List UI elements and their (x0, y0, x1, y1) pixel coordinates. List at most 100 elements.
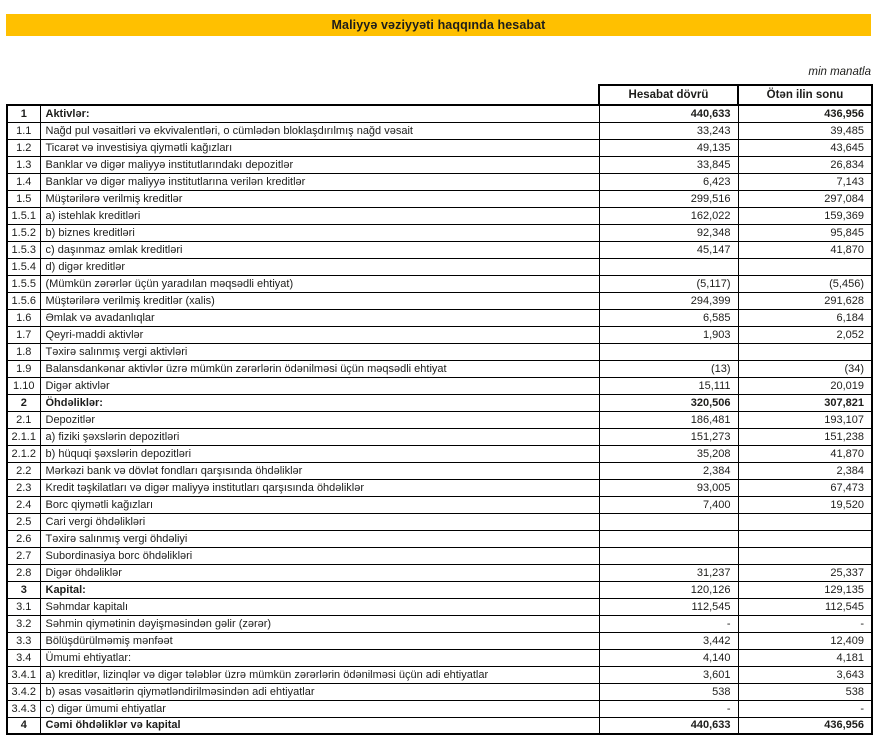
reporting-period-value-cell: 7,400 (598, 495, 739, 514)
row-number-cell: 2.1 (6, 410, 41, 429)
table-row: 3.4.1 a) kreditlər, lizinqlər və digər tə… (6, 665, 873, 684)
table-row: 1.9 Balansdankənar aktivlər üzrə mümkün z… (6, 359, 873, 378)
financial-table: Hesabat dövrü Ötən ilin sonu 1 Aktivlər: 4… (6, 84, 873, 735)
reporting-period-value-cell: 294,399 (598, 291, 739, 310)
end-of-last-year-value-cell: - (737, 614, 873, 633)
row-number-cell: 1.1 (6, 121, 41, 140)
row-number-cell: 3.3 (6, 631, 41, 650)
end-of-last-year-value-cell: 12,409 (737, 631, 873, 650)
table-row: 3.2 Səhmin qiymətinin dəyişməsindən gəlir… (6, 614, 873, 633)
table-row: 1 Aktivlər: 440,633 436,956 (6, 104, 873, 123)
table-row: 1.5.6 Müştərilərə verilmiş kreditlər (xal… (6, 291, 873, 310)
reporting-period-value-cell: 1,903 (598, 325, 739, 344)
end-of-last-year-value-cell: 129,135 (737, 580, 873, 599)
row-label-cell: Banklar və digər maliyyə institutlarında… (39, 155, 600, 174)
reporting-period-value-cell: 33,845 (598, 155, 739, 174)
row-label-cell: Depozitlər (39, 410, 600, 429)
row-number-cell: 1.2 (6, 138, 41, 157)
row-number-cell: 1.4 (6, 172, 41, 191)
row-number-cell: 1.5.2 (6, 223, 41, 242)
reporting-period-value-cell: 320,506 (598, 393, 739, 412)
row-number-cell: 2.8 (6, 563, 41, 582)
reporting-period-value-cell: 92,348 (598, 223, 739, 242)
end-of-last-year-value-cell: 297,084 (737, 189, 873, 208)
row-number-cell: 2.4 (6, 495, 41, 514)
end-of-last-year-value-cell: 193,107 (737, 410, 873, 429)
header-spacer (7, 85, 40, 105)
reporting-period-value-cell: 3,601 (598, 665, 739, 684)
row-label-cell: Aktivlər: (39, 104, 600, 123)
row-number-cell: 2.1.2 (6, 444, 41, 463)
table-row: 3.4.3 c) digər ümumi ehtiyatlar - - (6, 699, 873, 718)
table-row: 3.4.2 b) əsas vəsaitlərin qiymətləndirilm… (6, 682, 873, 701)
end-of-last-year-value-cell: 538 (737, 682, 873, 701)
end-of-last-year-value-cell: 95,845 (737, 223, 873, 242)
row-number-cell: 3.4.3 (6, 699, 41, 718)
row-number-cell: 2 (6, 393, 41, 412)
end-of-last-year-value-cell: 3,643 (737, 665, 873, 684)
row-label-cell: Digər aktivlər (39, 376, 600, 395)
report-title-bar: Maliyyə vəziyyəti haqqında hesabat (6, 14, 871, 36)
row-label-cell: Balansdankənar aktivlər üzrə mümkün zərə… (39, 359, 600, 378)
reporting-period-value-cell: 31,237 (598, 563, 739, 582)
reporting-period-value-cell: 4,140 (598, 648, 739, 667)
end-of-last-year-value-cell: 25,337 (737, 563, 873, 582)
row-label-cell: Borc qiymətli kağızları (39, 495, 600, 514)
row-number-cell: 2.6 (6, 529, 41, 548)
table-row: 4 Cəmi öhdəliklər və kapital 440,633 436,95… (6, 716, 873, 735)
end-of-last-year-value-cell: 67,473 (737, 478, 873, 497)
end-of-last-year-value-cell: 291,628 (737, 291, 873, 310)
row-number-cell: 2.5 (6, 512, 41, 531)
row-label-cell: Ticarət və investisiya qiymətli kağızlar… (39, 138, 600, 157)
table-row: 3.3 Bölüşdürülməmiş mənfəət 3,442 12,409 (6, 631, 873, 650)
reporting-period-value-cell: 33,243 (598, 121, 739, 140)
row-number-cell: 1 (6, 104, 41, 123)
row-number-cell: 4 (6, 716, 41, 735)
end-of-last-year-value-cell: 41,870 (737, 240, 873, 259)
col-header-end-of-last-year: Ötən ilin sonu (737, 84, 873, 106)
row-label-cell: d) digər kreditlər (39, 257, 600, 276)
row-number-cell: 1.8 (6, 342, 41, 361)
row-label-cell: Təxirə salınmış vergi aktivləri (39, 342, 600, 361)
table-row: 2.3 Kredit təşkilatları və digər maliyyə … (6, 478, 873, 497)
row-label-cell: Səhmdar kapitalı (39, 597, 600, 616)
row-label-cell: a) kreditlər, lizinqlər və digər tələblə… (39, 665, 600, 684)
row-label-cell: Müştərilərə verilmiş kreditlər (xalis) (39, 291, 600, 310)
end-of-last-year-value-cell: 151,238 (737, 427, 873, 446)
reporting-period-value-cell: 162,022 (598, 206, 739, 225)
reporting-period-value-cell (598, 257, 739, 276)
row-number-cell: 1.5.5 (6, 274, 41, 293)
row-label-cell: Cari vergi öhdəlikləri (39, 512, 600, 531)
end-of-last-year-value-cell: 19,520 (737, 495, 873, 514)
reporting-period-value-cell: 49,135 (598, 138, 739, 157)
end-of-last-year-value-cell (737, 342, 873, 361)
row-number-cell: 1.7 (6, 325, 41, 344)
end-of-last-year-value-cell (737, 512, 873, 531)
row-number-cell: 1.5.3 (6, 240, 41, 259)
row-label-cell: a) fiziki şəxslərin depozitləri (39, 427, 600, 446)
row-label-cell: Səhmin qiymətinin dəyişməsindən gəlir (z… (39, 614, 600, 633)
table-row: 1.5.2 b) biznes kreditləri 92,348 95,845 (6, 223, 873, 242)
reporting-period-value-cell: 6,585 (598, 308, 739, 327)
table-row: 1.3 Banklar və digər maliyyə institutları… (6, 155, 873, 174)
reporting-period-value-cell: 3,442 (598, 631, 739, 650)
row-label-cell: Cəmi öhdəliklər və kapital (39, 716, 600, 735)
row-number-cell: 1.3 (6, 155, 41, 174)
row-number-cell: 3.4.2 (6, 682, 41, 701)
row-number-cell: 3.2 (6, 614, 41, 633)
row-label-cell: Kredit təşkilatları və digər maliyyə ins… (39, 478, 600, 497)
row-number-cell: 2.7 (6, 546, 41, 565)
row-number-cell: 1.9 (6, 359, 41, 378)
row-label-cell: Kapital: (39, 580, 600, 599)
row-label-cell: a) istehlak kreditləri (39, 206, 600, 225)
row-number-cell: 2.3 (6, 478, 41, 497)
reporting-period-value-cell: - (598, 699, 739, 718)
reporting-period-value-cell: (13) (598, 359, 739, 378)
table-row: 1.5.3 c) daşınmaz əmlak kreditləri 45,147 4… (6, 240, 873, 259)
table-header: Hesabat dövrü Ötən ilin sonu (7, 84, 873, 106)
end-of-last-year-value-cell: 159,369 (737, 206, 873, 225)
reporting-period-value-cell (598, 512, 739, 531)
row-label-cell: Qeyri-maddi aktivlər (39, 325, 600, 344)
reporting-period-value-cell: 299,516 (598, 189, 739, 208)
